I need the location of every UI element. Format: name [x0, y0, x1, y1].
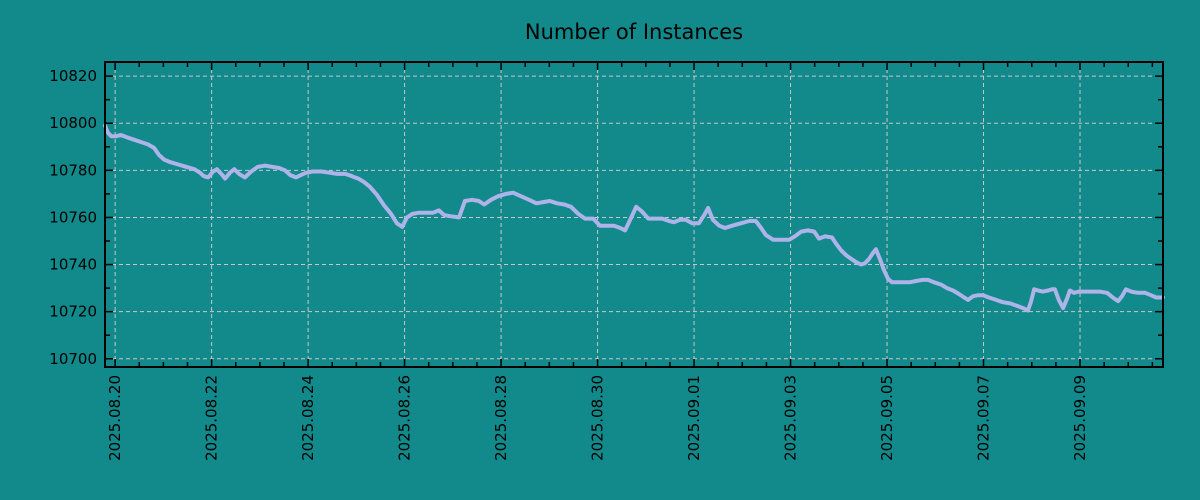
axis-labels: 10700 10720 10740 10760 10780 10800 10820 2025.…	[49, 67, 1089, 461]
plot-border	[104, 61, 1164, 368]
y-tick-label: 10780	[49, 161, 97, 179]
y-tick-label: 10740	[49, 256, 97, 274]
x-tick-label: 2025.09.01	[685, 375, 703, 461]
x-tick-label: 2025.09.07	[975, 375, 993, 461]
series-layer	[103, 123, 1165, 313]
x-tick-label: 2025.08.28	[492, 375, 510, 461]
chart-title: Number of Instances	[525, 20, 743, 44]
x-tick-label: 2025.08.22	[203, 375, 221, 461]
x-tick-label: 2025.08.24	[299, 375, 317, 461]
x-tick-label: 2025.09.09	[1071, 375, 1089, 461]
x-tick-label: 2025.08.30	[589, 375, 607, 461]
x-tick-label: 2025.09.03	[782, 375, 800, 461]
y-tick-label: 10720	[49, 303, 97, 321]
x-tick-label: 2025.08.20	[106, 375, 124, 461]
series-line	[103, 123, 1165, 313]
x-tick-label: 2025.08.26	[396, 375, 414, 461]
axes	[104, 61, 1164, 368]
y-tick-label: 10760	[49, 208, 97, 226]
y-tick-label: 10820	[49, 67, 97, 85]
y-tick-label: 10700	[49, 350, 97, 368]
y-tick-label: 10800	[49, 114, 97, 132]
x-tick-label: 2025.09.05	[878, 375, 896, 461]
